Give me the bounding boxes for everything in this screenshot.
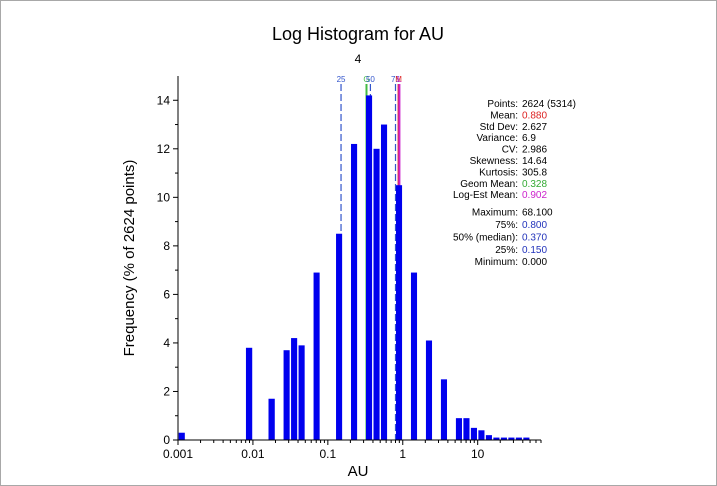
- reference-line-label-g: G: [363, 75, 369, 84]
- histogram-bar: [500, 437, 507, 440]
- histogram-bar: [351, 143, 358, 441]
- reference-line-label-75: 75: [391, 75, 400, 84]
- reference-line-label-l: L: [397, 75, 402, 84]
- x-axis-ticks: 0.001 0.01 0.1 1 10: [163, 440, 542, 461]
- histogram-bar: [283, 350, 290, 440]
- histogram-bar: [291, 338, 298, 440]
- quantile-value: 68.100: [522, 208, 553, 219]
- y-tick-label: 0: [163, 433, 170, 447]
- stat-label: Skewness:: [470, 156, 518, 167]
- stat-label: Geom Mean:: [460, 179, 518, 190]
- stat-label: CV:: [502, 145, 518, 156]
- stat-label: Points:: [487, 99, 518, 110]
- stat-label: Mean:: [490, 110, 518, 121]
- histogram-bar: [245, 347, 253, 440]
- stat-value: 0.902: [522, 190, 547, 201]
- histogram-bar: [455, 418, 463, 440]
- stat-value: 2.627: [522, 122, 547, 133]
- reference-line-label-25: 25: [337, 75, 346, 84]
- reference-line-label-50: 50: [366, 75, 375, 84]
- stat-label: Std Dev:: [480, 122, 518, 133]
- quantile-value: 0.800: [522, 220, 547, 231]
- histogram-bar: [440, 379, 448, 440]
- y-axis-ticks: 0 2 4 6 8 10 12 14: [157, 93, 178, 447]
- histogram-bar: [178, 432, 185, 440]
- histogram-bar: [508, 437, 515, 440]
- quantile-value: 0.000: [522, 257, 547, 268]
- stat-value: 0.880: [522, 110, 547, 121]
- histogram-bar: [523, 437, 530, 440]
- histogram-bar: [365, 95, 373, 440]
- stat-label: Log-Est Mean:: [453, 190, 518, 201]
- histogram-bar: [313, 272, 320, 440]
- y-tick-label: 12: [157, 142, 171, 156]
- quantile-label: Maximum:: [472, 208, 518, 219]
- stat-value: 2624 (5314): [522, 99, 576, 110]
- histogram-bar: [410, 272, 418, 440]
- y-tick-label: 6: [163, 287, 170, 301]
- histogram-bar: [395, 185, 403, 440]
- histogram-bar: [298, 345, 305, 440]
- quantile-label: Minimum:: [475, 257, 518, 268]
- y-axis-label: Frequency (% of 2624 points): [121, 160, 138, 357]
- stat-value: 305.8: [522, 167, 547, 178]
- histogram-bar: [268, 398, 275, 440]
- histogram-bar: [470, 427, 477, 440]
- x-tick-label: 0.001: [163, 447, 193, 461]
- axes: [177, 76, 541, 441]
- histogram-bar: [380, 124, 388, 441]
- histogram-bars: [178, 95, 530, 441]
- y-tick-label: 14: [157, 93, 171, 107]
- histogram-bar: [463, 418, 470, 440]
- y-tick-label: 10: [157, 190, 171, 204]
- x-axis-label: AU: [348, 463, 369, 480]
- statistics-panel: Points: 2624 (5314) Mean: 0.880 Std Dev: 2.62…: [453, 99, 576, 268]
- histogram-bar: [373, 148, 380, 441]
- chart-title: Log Histogram for AU: [272, 24, 444, 44]
- quantile-value: 0.150: [522, 245, 547, 256]
- quantile-value: 0.370: [522, 232, 547, 243]
- y-tick-label: 8: [163, 239, 170, 253]
- histogram-bar: [336, 233, 343, 440]
- x-tick-label: 0.01: [241, 447, 265, 461]
- quantile-label: 25%:: [495, 245, 518, 256]
- histogram-bar: [515, 437, 522, 440]
- x-tick-label: 0.1: [319, 447, 336, 461]
- stat-label: Kurtosis:: [479, 167, 518, 178]
- stat-label: Variance:: [476, 133, 518, 144]
- stat-value: 0.328: [522, 179, 547, 190]
- quantile-label: 50% (median):: [453, 232, 518, 243]
- stat-value: 14.64: [522, 156, 547, 167]
- chart-subtitle: 4: [355, 52, 362, 66]
- histogram-bar: [478, 430, 485, 440]
- quantile-label: 75%:: [495, 220, 518, 231]
- y-tick-label: 4: [163, 336, 170, 350]
- histogram-bar: [485, 435, 492, 440]
- stat-value: 2.986: [522, 145, 547, 156]
- reference-line-label-m: M: [395, 75, 402, 84]
- histogram-bar: [493, 437, 500, 440]
- stat-value: 6.9: [522, 133, 536, 144]
- x-tick-label: 1: [399, 447, 406, 461]
- histogram-bar: [425, 340, 433, 440]
- x-tick-label: 10: [471, 447, 485, 461]
- y-tick-label: 2: [163, 384, 170, 398]
